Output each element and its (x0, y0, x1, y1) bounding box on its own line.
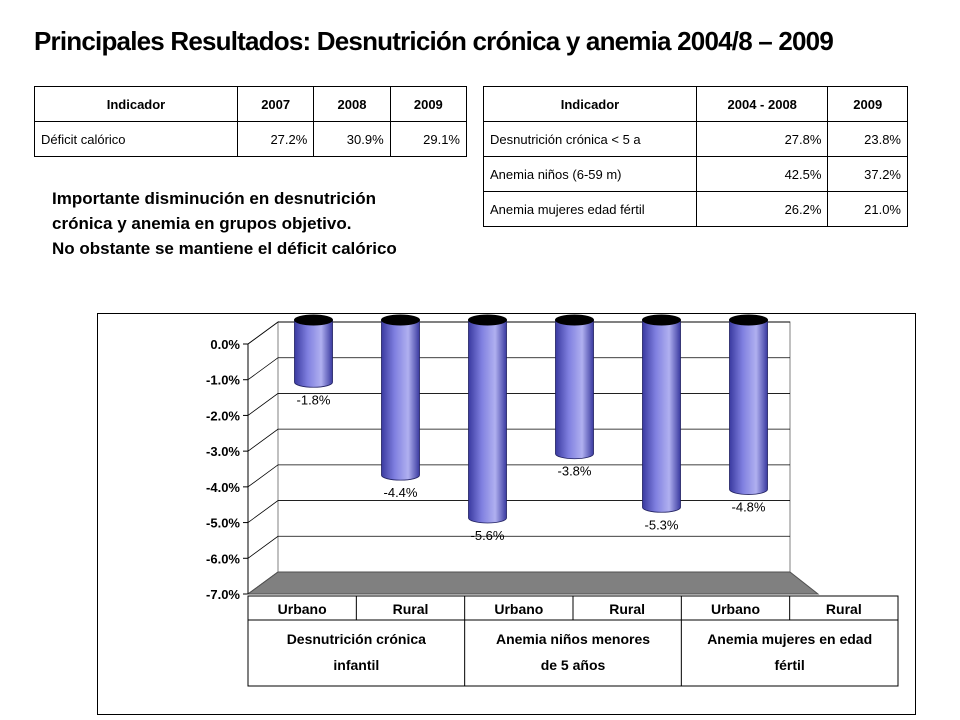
chart-side-wall (247, 321, 279, 595)
bar (294, 319, 333, 388)
bar (729, 319, 768, 495)
bar-cap (468, 314, 507, 326)
bar (468, 319, 507, 524)
y-tick-label: -5.0% (206, 516, 240, 531)
table-cell: 21.0% (827, 191, 908, 227)
y-tick-label: -3.0% (206, 444, 240, 459)
table-header: Indicador (483, 86, 697, 122)
data-label: -1.8% (297, 392, 331, 407)
summary-note: Importante disminución en desnutrición c… (52, 186, 397, 261)
data-label: -4.4% (384, 485, 418, 500)
table-row: Anemia mujeres edad fértil 26.2% 21.0% (483, 191, 908, 227)
table-cell: Desnutrición crónica < 5 a (483, 121, 697, 157)
table-header: Indicador (34, 86, 238, 122)
gridline (247, 535, 790, 559)
x-category-label: Urbano (711, 601, 760, 617)
note-line: crónica y anemia en grupos objetivo. (52, 214, 352, 233)
table-row: Déficit calórico 27.2% 30.9% 29.1% (34, 121, 468, 157)
malnutrition-anemia-table: Indicador 2004 - 2008 2009 Desnutrición … (483, 86, 908, 227)
y-tick-label: -6.0% (206, 551, 240, 566)
x-group-label: Anemia mujeres en edad (707, 631, 872, 647)
gridline (247, 393, 790, 416)
x-category-label: Urbano (278, 601, 327, 617)
gridline (247, 357, 790, 381)
table-cell: 26.2% (695, 191, 829, 227)
data-label: -4.8% (732, 499, 766, 514)
data-label: -3.8% (558, 464, 592, 479)
table-cell: 23.8% (827, 121, 908, 157)
table-cell: 27.2% (236, 121, 315, 157)
bar-chart: 0.0% -1.0% -2.0% -3.0% -4.0% -5.0% -6.0% -7.0% -… (206, 314, 899, 687)
gridline (247, 500, 790, 523)
x-category-label: Rural (826, 601, 862, 617)
bar (381, 319, 420, 481)
y-tick-label: 0.0% (210, 337, 240, 352)
table-cell: 42.5% (695, 156, 829, 192)
x-category-label: Urbano (494, 601, 543, 617)
bar-cap (294, 314, 333, 326)
table-cell: 30.9% (313, 121, 391, 157)
chart-back-wall (277, 321, 791, 573)
table-cell: Anemia niños (6-59 m) (483, 156, 697, 192)
y-tick-label: -7.0% (206, 587, 240, 602)
note-line: Importante disminución en desnutrición (52, 189, 376, 208)
bar-chart-frame: 0.0% -1.0% -2.0% -3.0% -4.0% -5.0% -6.0% -7.0% -… (97, 313, 916, 715)
table-cell: 27.8% (695, 121, 829, 157)
table-header: 2007 (236, 86, 315, 122)
table-cell: 29.1% (389, 121, 468, 157)
y-tick-label: -1.0% (206, 373, 240, 388)
x-group-label: fértil (774, 657, 804, 673)
chart-floor (246, 571, 820, 595)
table-header-row: Indicador 2004 - 2008 2009 (483, 86, 908, 122)
bar (555, 319, 594, 460)
data-label: -5.6% (471, 528, 505, 543)
table-cell: Déficit calórico (34, 121, 238, 157)
data-label: -5.3% (645, 517, 679, 532)
x-group-label: Desnutrición crónica (287, 631, 426, 647)
note-line: No obstante se mantiene el déficit calór… (52, 239, 397, 258)
x-category-label: Rural (393, 601, 429, 617)
caloric-deficit-table: Indicador 2007 2008 2009 Déficit calóric… (34, 86, 468, 157)
bar-cap (555, 314, 594, 326)
x-group-label: infantil (333, 657, 379, 673)
table-cell: 37.2% (827, 156, 908, 192)
x-group-label: de 5 años (541, 657, 606, 673)
table-header: 2008 (313, 86, 391, 122)
y-tick-label: -2.0% (206, 408, 240, 423)
gridline (247, 428, 790, 452)
bar (642, 319, 681, 513)
gridline (247, 464, 790, 488)
y-tick-label: -4.0% (206, 480, 240, 495)
bar-cap (729, 314, 768, 326)
bar-cap (381, 314, 420, 326)
table-row: Desnutrición crónica < 5 a 27.8% 23.8% (483, 121, 908, 157)
table-header: 2009 (389, 86, 468, 122)
bar-cap (642, 314, 681, 326)
table-header: 2004 - 2008 (695, 86, 829, 122)
table-cell: Anemia mujeres edad fértil (483, 191, 697, 227)
table-row: Anemia niños (6-59 m) 42.5% 37.2% (483, 156, 908, 192)
page-title: Principales Resultados: Desnutrición cró… (34, 26, 834, 56)
table-header-row: Indicador 2007 2008 2009 (34, 86, 468, 122)
table-header: 2009 (827, 86, 908, 122)
x-group-label: Anemia niños menores (496, 631, 650, 647)
x-category-label: Rural (609, 601, 645, 617)
